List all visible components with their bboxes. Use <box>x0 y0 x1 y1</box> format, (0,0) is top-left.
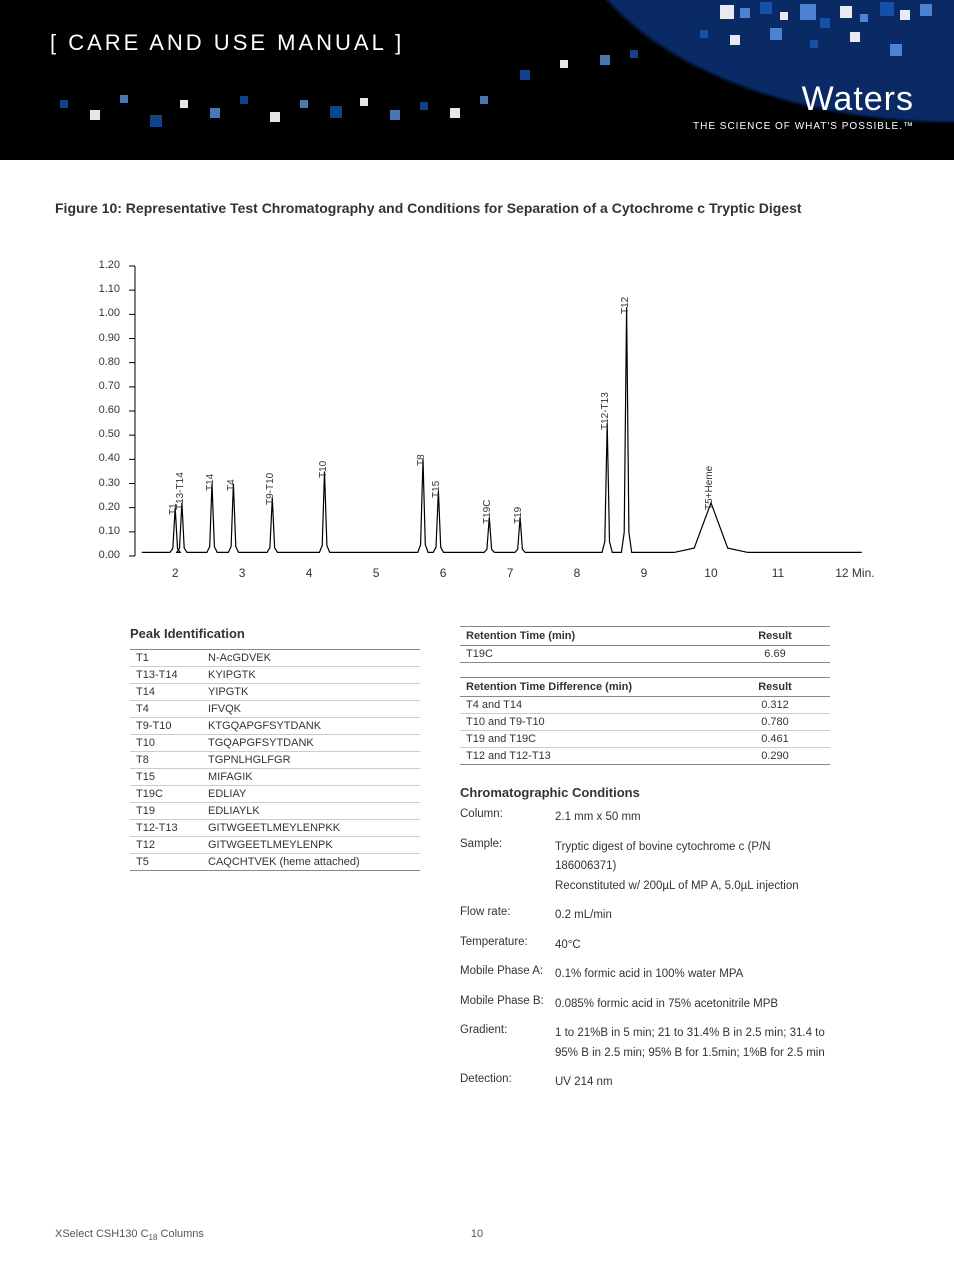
peak-cell: T5 <box>130 854 202 871</box>
peak-cell: T12 <box>130 837 202 854</box>
peak-id-table: T1N-AcGDVEKT13-T14KYIPGTKT14YIPGTKT4IFVQ… <box>130 649 420 871</box>
condition-label: Gradient: <box>460 1024 555 1063</box>
condition-label: Mobile Phase A: <box>460 965 555 985</box>
peak-label: T19C <box>482 500 493 524</box>
condition-value: 40°C <box>555 936 830 956</box>
peak-cell: T9-T10 <box>130 718 202 735</box>
conditions-block: Chromatographic Conditions Column:2.1 mm… <box>460 785 830 1093</box>
table-header: Result <box>720 627 830 646</box>
conditions-heading: Chromatographic Conditions <box>460 785 830 800</box>
condition-label: Column: <box>460 808 555 828</box>
brand-block: Waters THE SCIENCE OF WHAT'S POSSIBLE.™ <box>693 80 914 132</box>
peak-cell: TGPNLHGLFGR <box>202 752 420 769</box>
condition-value: Tryptic digest of bovine cytochrome c (P… <box>555 838 830 897</box>
peak-cell: KYIPGTK <box>202 667 420 684</box>
peak-label: T4 <box>226 479 237 491</box>
condition-row: Mobile Phase B:0.085% formic acid in 75%… <box>460 995 830 1015</box>
condition-row: Detection:UV 214 nm <box>460 1073 830 1093</box>
peak-cell: T8 <box>130 752 202 769</box>
table-cell: 0.290 <box>720 748 830 765</box>
condition-row: Column:2.1 mm x 50 mm <box>460 808 830 828</box>
retention-time-table: Retention Time (min)ResultT19C6.69 <box>460 626 830 663</box>
condition-value: 0.1% formic acid in 100% water MPA <box>555 965 830 985</box>
table-cell: T19C <box>460 646 720 663</box>
peak-cell: T10 <box>130 735 202 752</box>
peak-cell: T14 <box>130 684 202 701</box>
chart-svg <box>85 256 875 586</box>
peak-cell: IFVQK <box>202 701 420 718</box>
page-title: [ CARE AND USE MANUAL ] <box>50 30 404 56</box>
condition-row: Flow rate:0.2 mL/min <box>460 906 830 926</box>
condition-value: 2.1 mm x 50 mm <box>555 808 830 828</box>
peak-cell: T15 <box>130 769 202 786</box>
table-cell: 0.780 <box>720 714 830 731</box>
chromatogram-chart: 0.000.100.200.300.400.500.600.700.800.90… <box>85 256 875 586</box>
table-cell: 0.312 <box>720 697 830 714</box>
peak-label: T9-T10 <box>265 473 276 505</box>
footer-product-name: XSelect CSH130 C <box>55 1228 149 1240</box>
tables-row: Peak Identification T1N-AcGDVEKT13-T14KY… <box>55 626 899 1103</box>
footer-product-suffix: Columns <box>157 1228 203 1240</box>
peak-cell: EDLIAY <box>202 786 420 803</box>
content: Figure 10: Representative Test Chromatog… <box>0 160 954 1103</box>
peak-label: T19 <box>513 507 524 524</box>
brand-tagline: THE SCIENCE OF WHAT'S POSSIBLE.™ <box>693 121 914 132</box>
condition-label: Sample: <box>460 838 555 897</box>
peak-cell: GITWGEETLMEYLENPK <box>202 837 420 854</box>
peak-cell: KTGQAPGFSYTDANK <box>202 718 420 735</box>
peak-cell: T4 <box>130 701 202 718</box>
peak-cell: EDLIAYLK <box>202 803 420 820</box>
peak-label: T12-T13 <box>600 392 611 430</box>
peak-cell: T19 <box>130 803 202 820</box>
condition-value: 0.085% formic acid in 75% acetonitrile M… <box>555 995 830 1015</box>
figure-title: Figure 10: Representative Test Chromatog… <box>55 200 899 216</box>
condition-row: Mobile Phase A:0.1% formic acid in 100% … <box>460 965 830 985</box>
peak-label: T14 <box>205 473 216 490</box>
condition-label: Temperature: <box>460 936 555 956</box>
peak-label: T13-T14 <box>175 472 186 510</box>
condition-row: Sample:Tryptic digest of bovine cytochro… <box>460 838 830 897</box>
table-cell: T4 and T14 <box>460 697 720 714</box>
footer: XSelect CSH130 C18 Columns 10 <box>55 1228 899 1242</box>
peak-id-heading: Peak Identification <box>130 626 420 641</box>
condition-label: Flow rate: <box>460 906 555 926</box>
table-cell: T10 and T9-T10 <box>460 714 720 731</box>
table-cell: T19 and T19C <box>460 731 720 748</box>
peak-cell: YIPGTK <box>202 684 420 701</box>
peak-cell: T1 <box>130 650 202 667</box>
peak-cell: N-AcGDVEK <box>202 650 420 667</box>
peak-label: T5+Heme <box>704 466 715 510</box>
condition-row: Gradient:1 to 21%B in 5 min; 21 to 31.4%… <box>460 1024 830 1063</box>
peak-cell: TGQAPGFSYTDANK <box>202 735 420 752</box>
condition-label: Mobile Phase B: <box>460 995 555 1015</box>
condition-value: 1 to 21%B in 5 min; 21 to 31.4% B in 2.5… <box>555 1024 830 1063</box>
col-left: Peak Identification T1N-AcGDVEKT13-T14KY… <box>130 626 420 1103</box>
peak-cell: T12-T13 <box>130 820 202 837</box>
peak-cell: GITWGEETLMEYLENPKK <box>202 820 420 837</box>
peak-cell: T19C <box>130 786 202 803</box>
peak-label: T10 <box>318 461 329 478</box>
peak-label: T12 <box>620 297 631 314</box>
peak-cell: T13-T14 <box>130 667 202 684</box>
table-header: Retention Time (min) <box>460 627 720 646</box>
condition-label: Detection: <box>460 1073 555 1093</box>
condition-value: 0.2 mL/min <box>555 906 830 926</box>
table-header: Result <box>720 678 830 697</box>
peak-cell: MIFAGIK <box>202 769 420 786</box>
peak-label: T8 <box>416 455 427 467</box>
footer-page: 10 <box>471 1228 483 1240</box>
peak-label: T15 <box>431 481 442 498</box>
retention-time-diff-table: Retention Time Difference (min)ResultT4 … <box>460 677 830 765</box>
header-band: [ CARE AND USE MANUAL ] Waters THE SCIEN… <box>0 0 954 160</box>
col-right: Retention Time (min)ResultT19C6.69 Reten… <box>460 626 830 1103</box>
condition-value: UV 214 nm <box>555 1073 830 1093</box>
table-header: Retention Time Difference (min) <box>460 678 720 697</box>
table-cell: 6.69 <box>720 646 830 663</box>
table-cell: T12 and T12-T13 <box>460 748 720 765</box>
peak-cell: CAQCHTVEK (heme attached) <box>202 854 420 871</box>
table-cell: 0.461 <box>720 731 830 748</box>
brand-name: Waters <box>693 80 914 119</box>
condition-row: Temperature:40°C <box>460 936 830 956</box>
